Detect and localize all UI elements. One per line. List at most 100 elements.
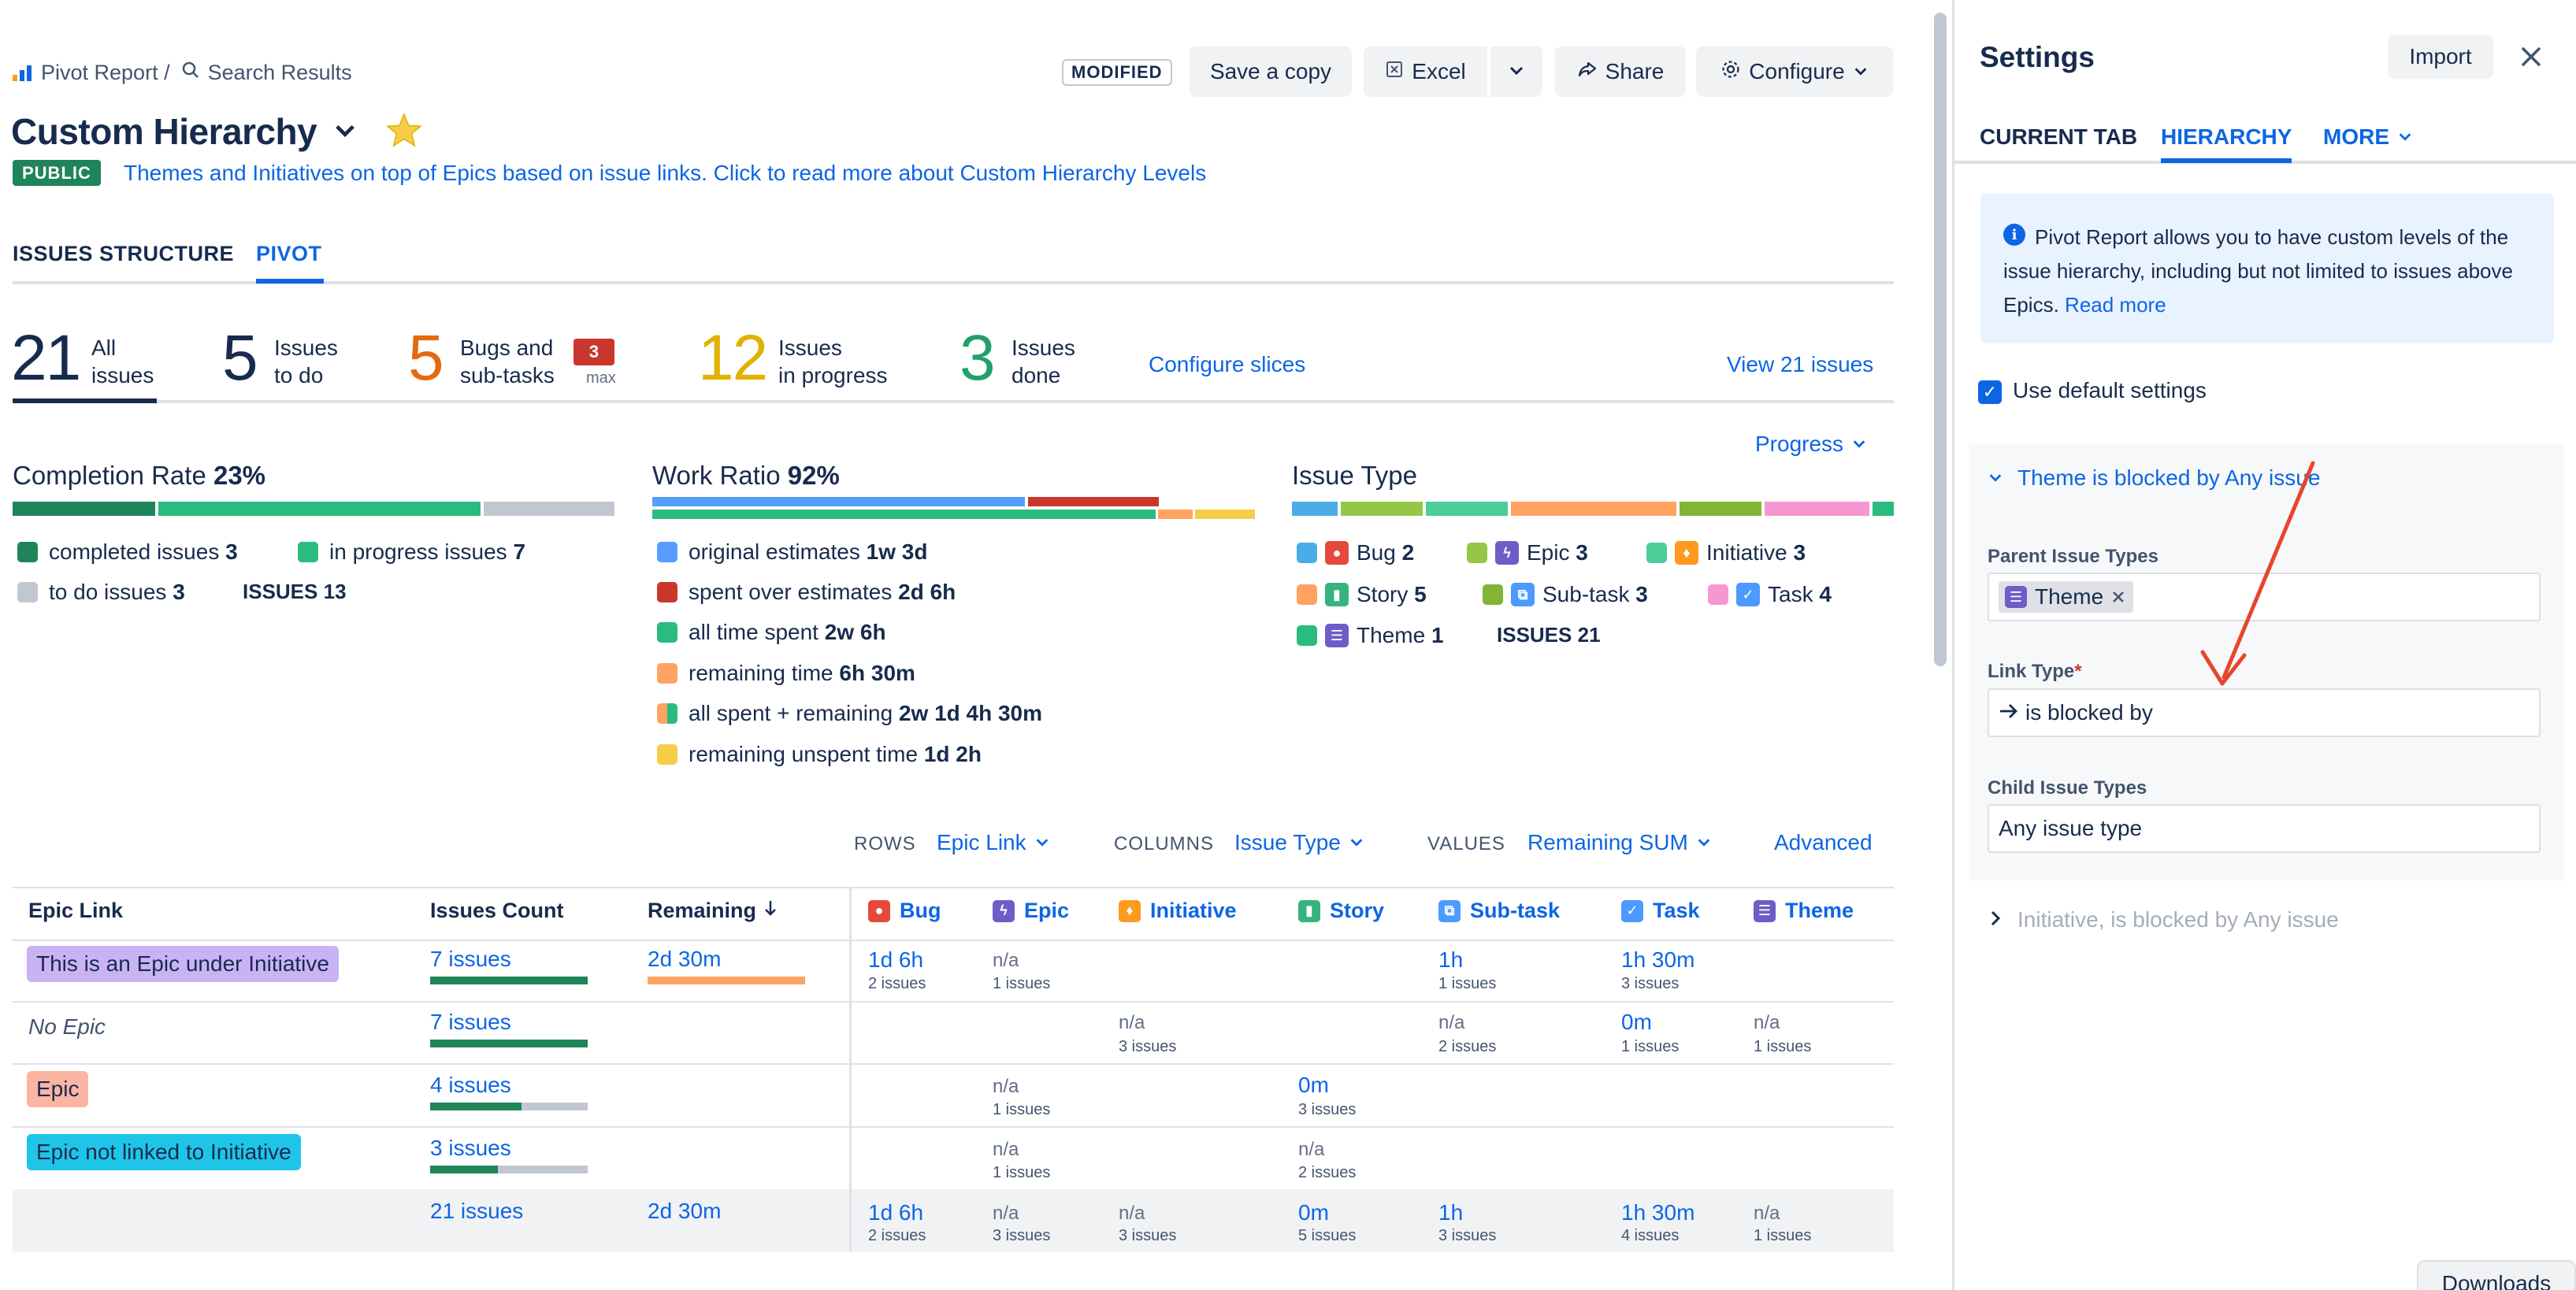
type-bar-initiative[interactable] [1426,502,1508,516]
chevron-down-icon [1988,465,2003,491]
use-default-label[interactable]: Use default settings [2013,378,2207,402]
settings-tab-current[interactable]: CURRENT TAB [1980,124,2138,149]
excel-button[interactable]: Excel [1364,46,1487,97]
child-issue-types-field[interactable]: Any issue type [1988,804,2541,853]
type-bar-story[interactable] [1511,502,1676,516]
header-subtask[interactable]: ⧉ Sub-task [1438,899,1560,923]
main-scrollbar[interactable] [1934,13,1947,666]
epic-chip[interactable]: Epic [27,1071,89,1107]
work-bar-remaining[interactable] [1158,510,1193,519]
excel-dropdown-button[interactable] [1490,46,1542,97]
epic-chip[interactable]: Epic not linked to Initiative [27,1134,301,1170]
header-bug[interactable]: ● Bug [868,899,941,923]
total-count-link[interactable]: 21 issues [430,1199,524,1223]
stat-all-issues-value[interactable]: 21 [11,322,81,394]
issues-count-link[interactable]: 7 issues [430,1010,511,1034]
cell-bug-value[interactable]: 1d 6h [868,947,924,972]
header-epic[interactable]: ϟ Epic [993,899,1069,923]
settings-tab-hierarchy[interactable]: HIERARCHY [2161,124,2292,149]
total-bug-value[interactable]: 1d 6h [868,1200,924,1225]
columns-label: COLUMNS [1114,833,1215,854]
stat-issues-todo-value[interactable]: 5 [222,322,258,394]
advanced-link[interactable]: Advanced [1774,830,1873,854]
view-issues-link[interactable]: View 21 issues [1727,352,1874,376]
downloads-button[interactable]: Downloads [2417,1260,2576,1290]
progress-dropdown[interactable]: Progress [1755,432,1867,457]
cell-task-value[interactable]: 1h 30m [1621,947,1695,972]
use-default-checkbox[interactable]: ✓ [1978,380,2002,404]
legend-type-epic: ϟ Epic 3 [1467,540,1588,565]
row-divider [13,1126,1894,1128]
total-story-value[interactable]: 0m [1298,1200,1329,1225]
share-button[interactable]: Share [1555,46,1686,97]
breadcrumb-app[interactable]: Pivot Report / [41,60,170,84]
modified-badge: MODIFIED [1062,59,1172,86]
issues-count-link[interactable]: 3 issues [430,1136,511,1160]
link-type-field[interactable]: is blocked by [1988,688,2541,737]
cell-story-value[interactable]: 0m [1298,1073,1329,1097]
legend-type-bug: ● Bug 2 [1297,540,1414,565]
stat-bugs-subtasks-value[interactable]: 5 [408,322,444,394]
columns-dropdown[interactable]: Issue Type [1234,830,1364,855]
save-copy-button[interactable]: Save a copy [1190,46,1352,97]
type-bar-subtask[interactable] [1680,502,1761,516]
work-bar-spent[interactable] [652,510,1156,519]
remaining-value[interactable]: 2d 30m [648,947,722,971]
completion-bar-todo[interactable] [484,502,614,516]
header-issues-count[interactable]: Issues Count [430,899,564,922]
initiative-icon: ♦ [1675,541,1698,565]
remove-tag-icon[interactable] [2111,584,2125,610]
total-remaining-value[interactable]: 2d 30m [648,1199,722,1223]
total-subtask-value[interactable]: 1h [1438,1200,1464,1225]
header-task[interactable]: ✓ Task [1621,899,1700,923]
legend-type-task: ✓ Task 4 [1708,582,1832,607]
header-epic-link[interactable]: Epic Link [28,899,124,922]
tab-pivot[interactable]: PIVOT [256,242,322,265]
stat-done-value[interactable]: 3 [960,322,996,394]
completion-bar-completed[interactable] [13,502,155,516]
table-total-row [13,1189,1894,1252]
title-dropdown-chevron-icon[interactable] [332,117,358,146]
epic-chip[interactable]: This is an Epic under Initiative [27,946,339,982]
info-icon: i [2003,224,2025,246]
section-theme-toggle[interactable]: Theme is blocked by Any issue [1988,465,2320,491]
settings-tab-more[interactable]: MORE [2323,124,2413,150]
header-remaining[interactable]: Remaining [648,899,778,923]
table-column-divider [849,887,852,1252]
configure-slices-link[interactable]: Configure slices [1149,352,1306,376]
read-more-link[interactable]: Read more [2065,293,2166,317]
share-icon [1577,59,1598,84]
section-initiative-toggle[interactable]: Initiative, is blocked by Any issue [1988,907,2339,932]
tab-issues-structure[interactable]: ISSUES STRUCTURE [13,242,235,265]
type-bar-bug[interactable] [1292,502,1338,516]
work-bar-spent-over[interactable] [1028,497,1159,506]
type-bar-epic[interactable] [1341,502,1423,516]
stat-all-issues-label: All issues [91,335,154,387]
issues-count-link[interactable]: 4 issues [430,1073,511,1097]
stat-in-progress-value[interactable]: 12 [698,322,768,394]
star-icon[interactable] [386,112,423,151]
gear-icon [1720,59,1741,85]
work-bar-unspent[interactable] [1195,510,1255,519]
rows-dropdown[interactable]: Epic Link [937,830,1050,855]
total-task-value[interactable]: 1h 30m [1621,1200,1695,1225]
configure-button[interactable]: Configure [1696,46,1893,97]
cell-subtask-count: 2 issues [1438,1038,1497,1055]
page-description-link[interactable]: Themes and Initiatives on top of Epics b… [124,161,1207,185]
breadcrumb-search-results[interactable]: Search Results [207,60,352,84]
issues-count-link[interactable]: 7 issues [430,947,511,971]
cell-task-value[interactable]: 0m [1621,1010,1652,1034]
pivot-report-main: Pivot Report / Search Results MODIFIED S… [11,46,1894,1252]
header-initiative[interactable]: ♦ Initiative [1119,899,1237,923]
close-icon[interactable] [2515,41,2547,72]
import-button[interactable]: Import [2388,35,2493,79]
work-bar-original[interactable] [652,497,1025,506]
type-bar-task[interactable] [1765,502,1869,516]
values-dropdown[interactable]: Remaining SUM [1527,830,1712,855]
header-story[interactable]: ▮ Story [1298,899,1384,923]
cell-subtask-value[interactable]: 1h [1438,947,1464,972]
completion-bar-in-progress[interactable] [158,502,481,516]
theme-icon: ☰ [2005,586,2027,608]
header-theme[interactable]: ☰ Theme [1754,899,1854,923]
type-bar-theme[interactable] [1873,502,1894,516]
